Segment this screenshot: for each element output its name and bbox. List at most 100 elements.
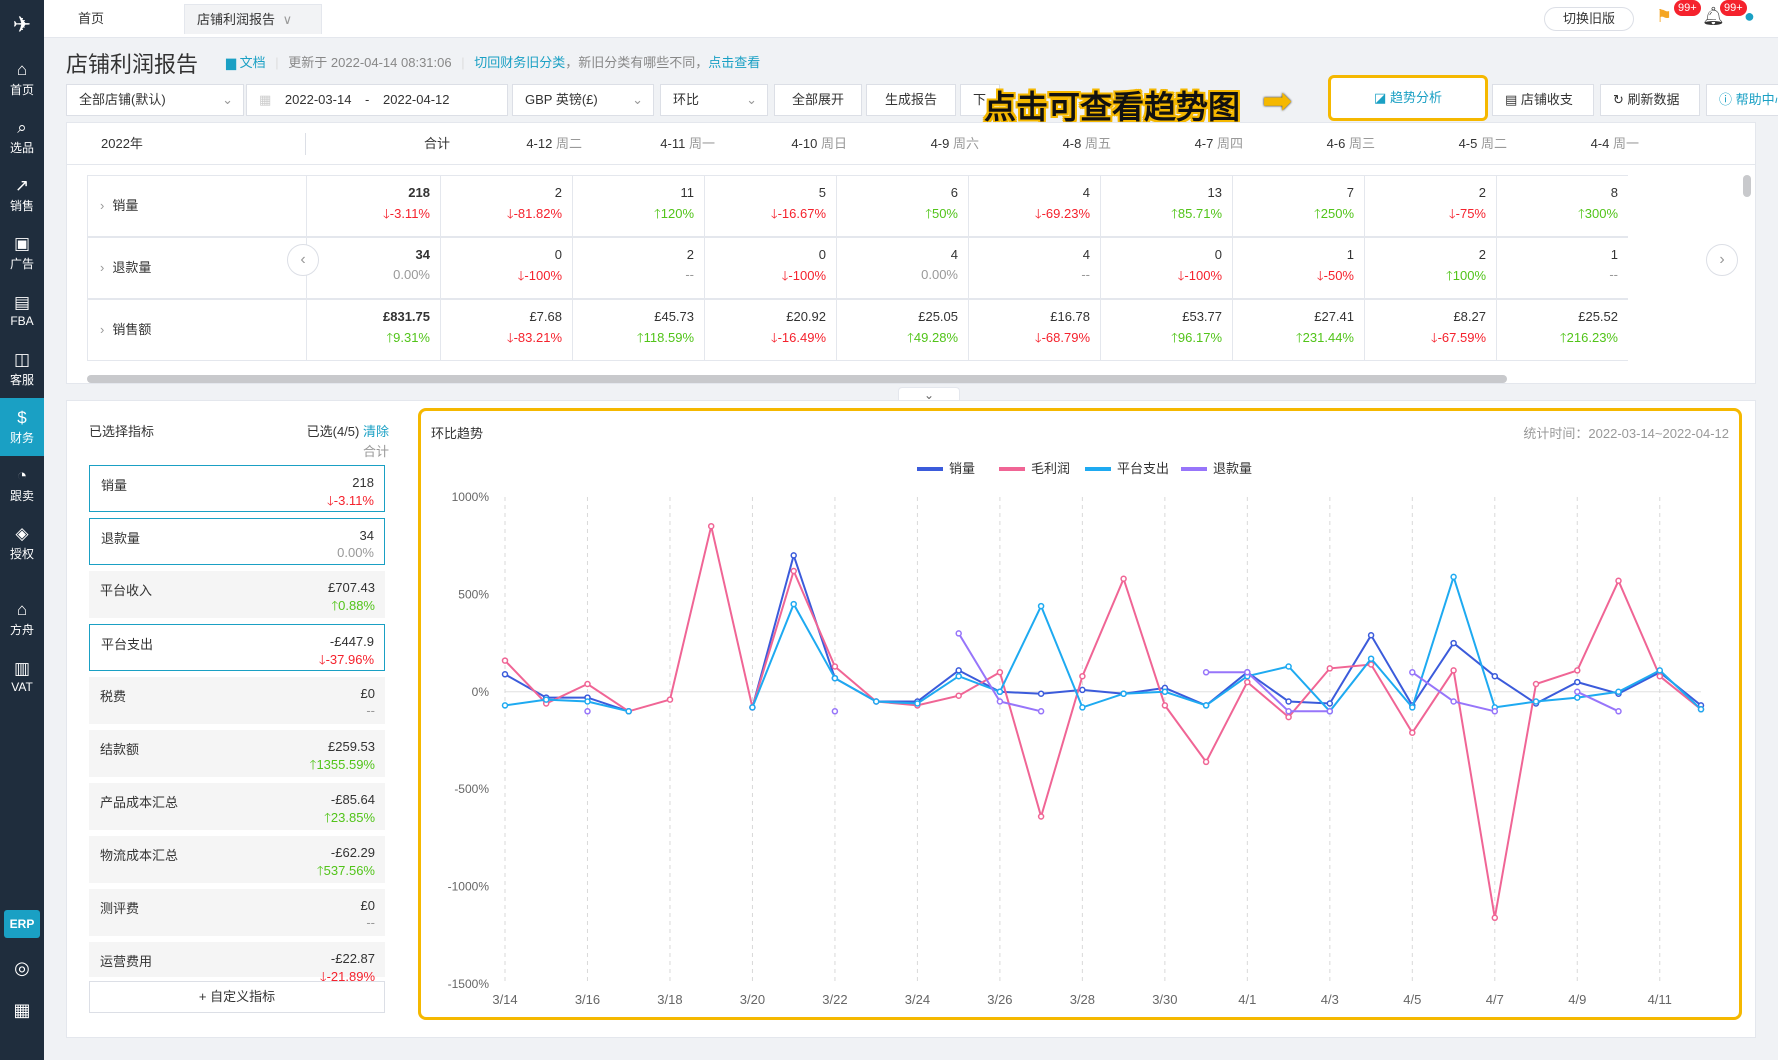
metric-value: £0 <box>360 898 375 913</box>
arrow-down-icon: 🡓 <box>1430 330 1438 345</box>
doc-icon[interactable]: ▆ <box>226 55 236 70</box>
metric-change: 🡓-3.11% <box>327 492 374 514</box>
sidebar: ✈ ⌂ 首页 ⌕ 选品 ↗ 销售 ▣ 广告 ▤ FBA ◫ 客服 $ 财务 ◔ 跟卖 ◈ 授权 ⌂ 方舟 ▥ VAT ER… <box>0 0 44 1060</box>
sidebar-item-shield[interactable]: ◈ 授权 <box>0 514 44 572</box>
expand-all-button[interactable]: 全部展开 <box>774 84 862 116</box>
arrow-down-icon: 🡓 <box>1034 206 1042 221</box>
avatar[interactable]: ● <box>1744 6 1755 26</box>
scroll-right-button[interactable]: › <box>1706 244 1738 276</box>
sidebar-item-fba[interactable]: ▤ FBA <box>0 282 44 340</box>
y-tick-label: 0% <box>472 685 490 699</box>
sidebar-item-home[interactable]: ⌂ 首页 <box>0 50 44 108</box>
metric-card[interactable]: 运营费用 -£22.87 🡓-21.89% <box>89 942 385 984</box>
sidebar-item-label: 客服 <box>9 372 34 387</box>
y-tick-label: 500% <box>458 587 489 601</box>
series-line <box>751 573 1702 713</box>
metric-card[interactable]: 平台支出 -£447.9 🡓-37.96% <box>89 624 385 671</box>
sidebar-item-ark[interactable]: ⌂ 方舟 <box>0 590 44 648</box>
store-select[interactable]: 全部店铺(默认) ⌄ <box>66 84 244 116</box>
metric-change: 🡓-37.96% <box>319 651 374 673</box>
row-label[interactable]: › 销售额 <box>87 299 307 361</box>
row-label[interactable]: › 退款量 <box>87 237 307 299</box>
horizontal-scrollbar[interactable] <box>87 375 1507 383</box>
cell-change: 🡑216.23% <box>1497 329 1618 351</box>
data-point <box>1037 690 1045 697</box>
sidebar-item-label: 广告 <box>9 256 34 271</box>
clear-button[interactable]: 清除 <box>362 424 389 439</box>
header-weekday: 周六 <box>952 136 979 151</box>
refresh-button[interactable]: ↻ 刷新数据 <box>1600 84 1700 116</box>
store-inout-button[interactable]: ▤ 店铺收支 <box>1492 84 1594 116</box>
metric-change: 🡑23.85% <box>324 809 375 831</box>
metric-card[interactable]: 税费 £0 -- <box>89 677 385 724</box>
table-cell: 1 -- <box>1496 237 1628 299</box>
data-point <box>1079 672 1086 680</box>
metric-card[interactable]: 退款量 34 0.00% <box>89 518 385 565</box>
bell-icon[interactable]: 🔔︎ <box>1702 6 1725 26</box>
cell-change-value: 85.71% <box>1177 206 1222 221</box>
doc-link[interactable]: 文档 <box>239 55 266 70</box>
arrow-up-icon: 🡑 <box>925 206 932 221</box>
header-weekday: 周一 <box>1612 136 1639 151</box>
data-point <box>1037 813 1045 820</box>
sidebar-item-search[interactable]: ⌕ 选品 <box>0 108 44 166</box>
gift-icon[interactable]: ▦ <box>13 1000 31 1020</box>
date-range-picker[interactable]: ▦ 2022-03-14 - 2022-04-12 <box>246 84 508 116</box>
currency-select[interactable]: GBP 英镑(£) ⌄ <box>512 84 654 116</box>
metric-change-value: 0.00% <box>337 545 374 560</box>
metric-name: 税费 <box>100 689 127 704</box>
chevron-down-icon[interactable]: ∨ <box>282 12 293 27</box>
view-link[interactable]: 点击查看 <box>708 55 761 70</box>
sidebar-item-finance[interactable]: $ 财务 <box>0 398 44 456</box>
switch-old-version-button[interactable]: 切换旧版 <box>1544 7 1634 31</box>
sidebar-item-service[interactable]: ◫ 客服 <box>0 340 44 398</box>
metric-card[interactable]: 测评费 £0 -- <box>89 889 385 936</box>
download-button[interactable]: 下 <box>960 84 1000 116</box>
sidebar-item-trend[interactable]: ↗ 销售 <box>0 166 44 224</box>
chevron-right-icon[interactable]: › <box>100 198 105 213</box>
arrow-down-icon: 🡓 <box>327 493 334 508</box>
sidebar-item-ad[interactable]: ▣ 广告 <box>0 224 44 282</box>
collapse-toggle[interactable]: ⌄ <box>898 387 960 403</box>
scroll-left-button[interactable]: ‹ <box>287 244 319 276</box>
metric-card[interactable]: 平台收入 £707.43 🡑0.88% <box>89 571 385 618</box>
app-logo[interactable]: ✈ <box>12 12 32 37</box>
custom-metric-button[interactable]: + 自定义指标 <box>89 981 385 1013</box>
flag-icon[interactable]: ⚑ <box>1656 6 1673 26</box>
chevron-right-icon[interactable]: › <box>100 260 105 275</box>
erp-button[interactable]: ERP <box>4 910 40 938</box>
help-center-button[interactable]: ⓘ 帮助中心 <box>1706 84 1778 116</box>
metric-card[interactable]: 销量 218 🡓-3.11% <box>89 465 385 512</box>
generate-report-button[interactable]: 生成报告 <box>866 84 956 116</box>
row-label[interactable]: › 销量 <box>87 175 307 237</box>
arrow-up-icon: 🡑 <box>1313 206 1321 221</box>
metric-card[interactable]: 产品成本汇总 -£85.64 🡑23.85% <box>89 783 385 830</box>
metric-name: 运营费用 <box>100 954 153 969</box>
currency-value: GBP 英镑(£) <box>525 92 598 107</box>
cell-change-value: -- <box>1081 267 1090 282</box>
help-label: 帮助中心 <box>1735 92 1778 107</box>
metric-card[interactable]: 物流成本汇总 -£62.29 🡑537.56% <box>89 836 385 883</box>
cell-change-value: -3.11% <box>389 206 430 221</box>
data-point <box>1574 667 1581 674</box>
metric-card[interactable]: 结款额 £259.53 🡑1355.59% <box>89 730 385 777</box>
metric-change: -- <box>366 703 375 718</box>
cell-change: 🡓-100% <box>441 267 562 289</box>
cell-change: -- <box>969 267 1090 282</box>
compare-select[interactable]: 环比 ⌄ <box>660 84 768 116</box>
cell-change-value: -100% <box>524 268 562 283</box>
cell-value: £25.05 <box>918 309 958 324</box>
tab-report[interactable]: 店铺利润报告 ∨ × <box>184 4 322 57</box>
sidebar-item-vat[interactable]: ▥ VAT <box>0 648 44 706</box>
ark-icon: ⌂ <box>16 599 28 619</box>
sidebar-item-follow[interactable]: ◔ 跟卖 <box>0 456 44 514</box>
tab-home[interactable]: 首页 <box>66 4 186 34</box>
vertical-scrollbar[interactable] <box>1743 175 1751 197</box>
date-to: 2022-04-12 <box>383 92 450 107</box>
table-cell: £27.41 🡑231.44% <box>1232 299 1364 361</box>
chevron-right-icon[interactable]: › <box>100 322 105 337</box>
trend-analysis-button[interactable]: ◪ 趋势分析 <box>1328 75 1488 121</box>
support-icon[interactable]: ◎ <box>14 958 30 978</box>
old-category-link[interactable]: 切回财务旧分类 <box>474 55 566 70</box>
table-cell: 4 🡓-69.23% <box>968 175 1100 237</box>
